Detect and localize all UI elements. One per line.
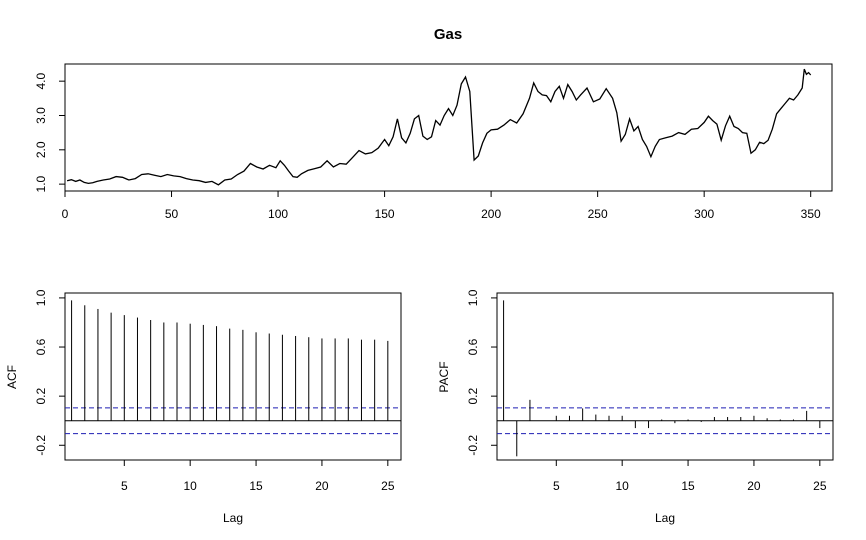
pacf-x-label: Lag <box>655 511 675 525</box>
x-tick-label: 100 <box>268 207 288 221</box>
series-line <box>66 68 812 186</box>
acf-y-label: ACF <box>5 365 19 389</box>
x-tick-label: 150 <box>375 207 395 221</box>
acf-marks: 5 10 15 20 25 -0.2 0.2 0.6 1.0 <box>34 289 401 493</box>
x-tick-label: 200 <box>481 207 501 221</box>
y-tick-label: 0.2 <box>466 387 480 404</box>
x-tick-label: 20 <box>747 479 761 493</box>
chart-title: Gas <box>434 26 462 43</box>
gas-series-panel: Gas 0 50 100 150 200 250 300 350 1.0 2.0 3.0 4.0 <box>34 26 833 221</box>
y-tick-label: 0.6 <box>466 338 480 355</box>
y-tick-label: 1.0 <box>466 289 480 306</box>
x-tick-label: 25 <box>381 479 395 493</box>
x-tick-label: 350 <box>801 207 821 221</box>
y-tick-label: 1.0 <box>34 289 48 306</box>
x-tick-label: 10 <box>615 479 629 493</box>
x-tick-label: 50 <box>165 207 179 221</box>
pacf-plot-frame <box>496 292 834 461</box>
y-tick-label: 3.0 <box>34 107 48 124</box>
acf-x-label: Lag <box>223 511 243 525</box>
x-tick-label: 5 <box>121 479 128 493</box>
x-tick-label: 25 <box>813 479 827 493</box>
x-tick-label: 250 <box>588 207 608 221</box>
plot-frame <box>64 63 833 192</box>
x-tick-label: 15 <box>681 479 695 493</box>
y-tick-label: 0.6 <box>34 338 48 355</box>
axes: 0 50 100 150 200 250 300 350 1.0 2.0 3.0 4.0 <box>34 72 821 221</box>
y-tick-label: 4.0 <box>34 72 48 89</box>
x-tick-label: 0 <box>62 207 69 221</box>
x-tick-label: 10 <box>183 479 197 493</box>
acf-panel: 5 10 15 20 25 -0.2 0.2 0.6 1.0 Lag ACF <box>5 289 402 525</box>
pacf-panel: 5 10 15 20 25 -0.2 0.2 0.6 1.0 Lag PACF <box>437 289 834 525</box>
y-tick-label: -0.2 <box>34 435 48 456</box>
pacf-y-label: PACF <box>437 361 451 392</box>
x-tick-label: 300 <box>694 207 714 221</box>
x-tick-label: 20 <box>315 479 329 493</box>
x-tick-label: 15 <box>249 479 263 493</box>
y-tick-label: 0.2 <box>34 387 48 404</box>
y-tick-label: -0.2 <box>466 435 480 456</box>
y-tick-label: 2.0 <box>34 141 48 158</box>
acf-plot-frame <box>64 292 402 461</box>
pacf-marks: 5 10 15 20 25 -0.2 0.2 0.6 1.0 <box>466 289 833 493</box>
y-tick-label: 1.0 <box>34 175 48 192</box>
x-tick-label: 5 <box>553 479 560 493</box>
